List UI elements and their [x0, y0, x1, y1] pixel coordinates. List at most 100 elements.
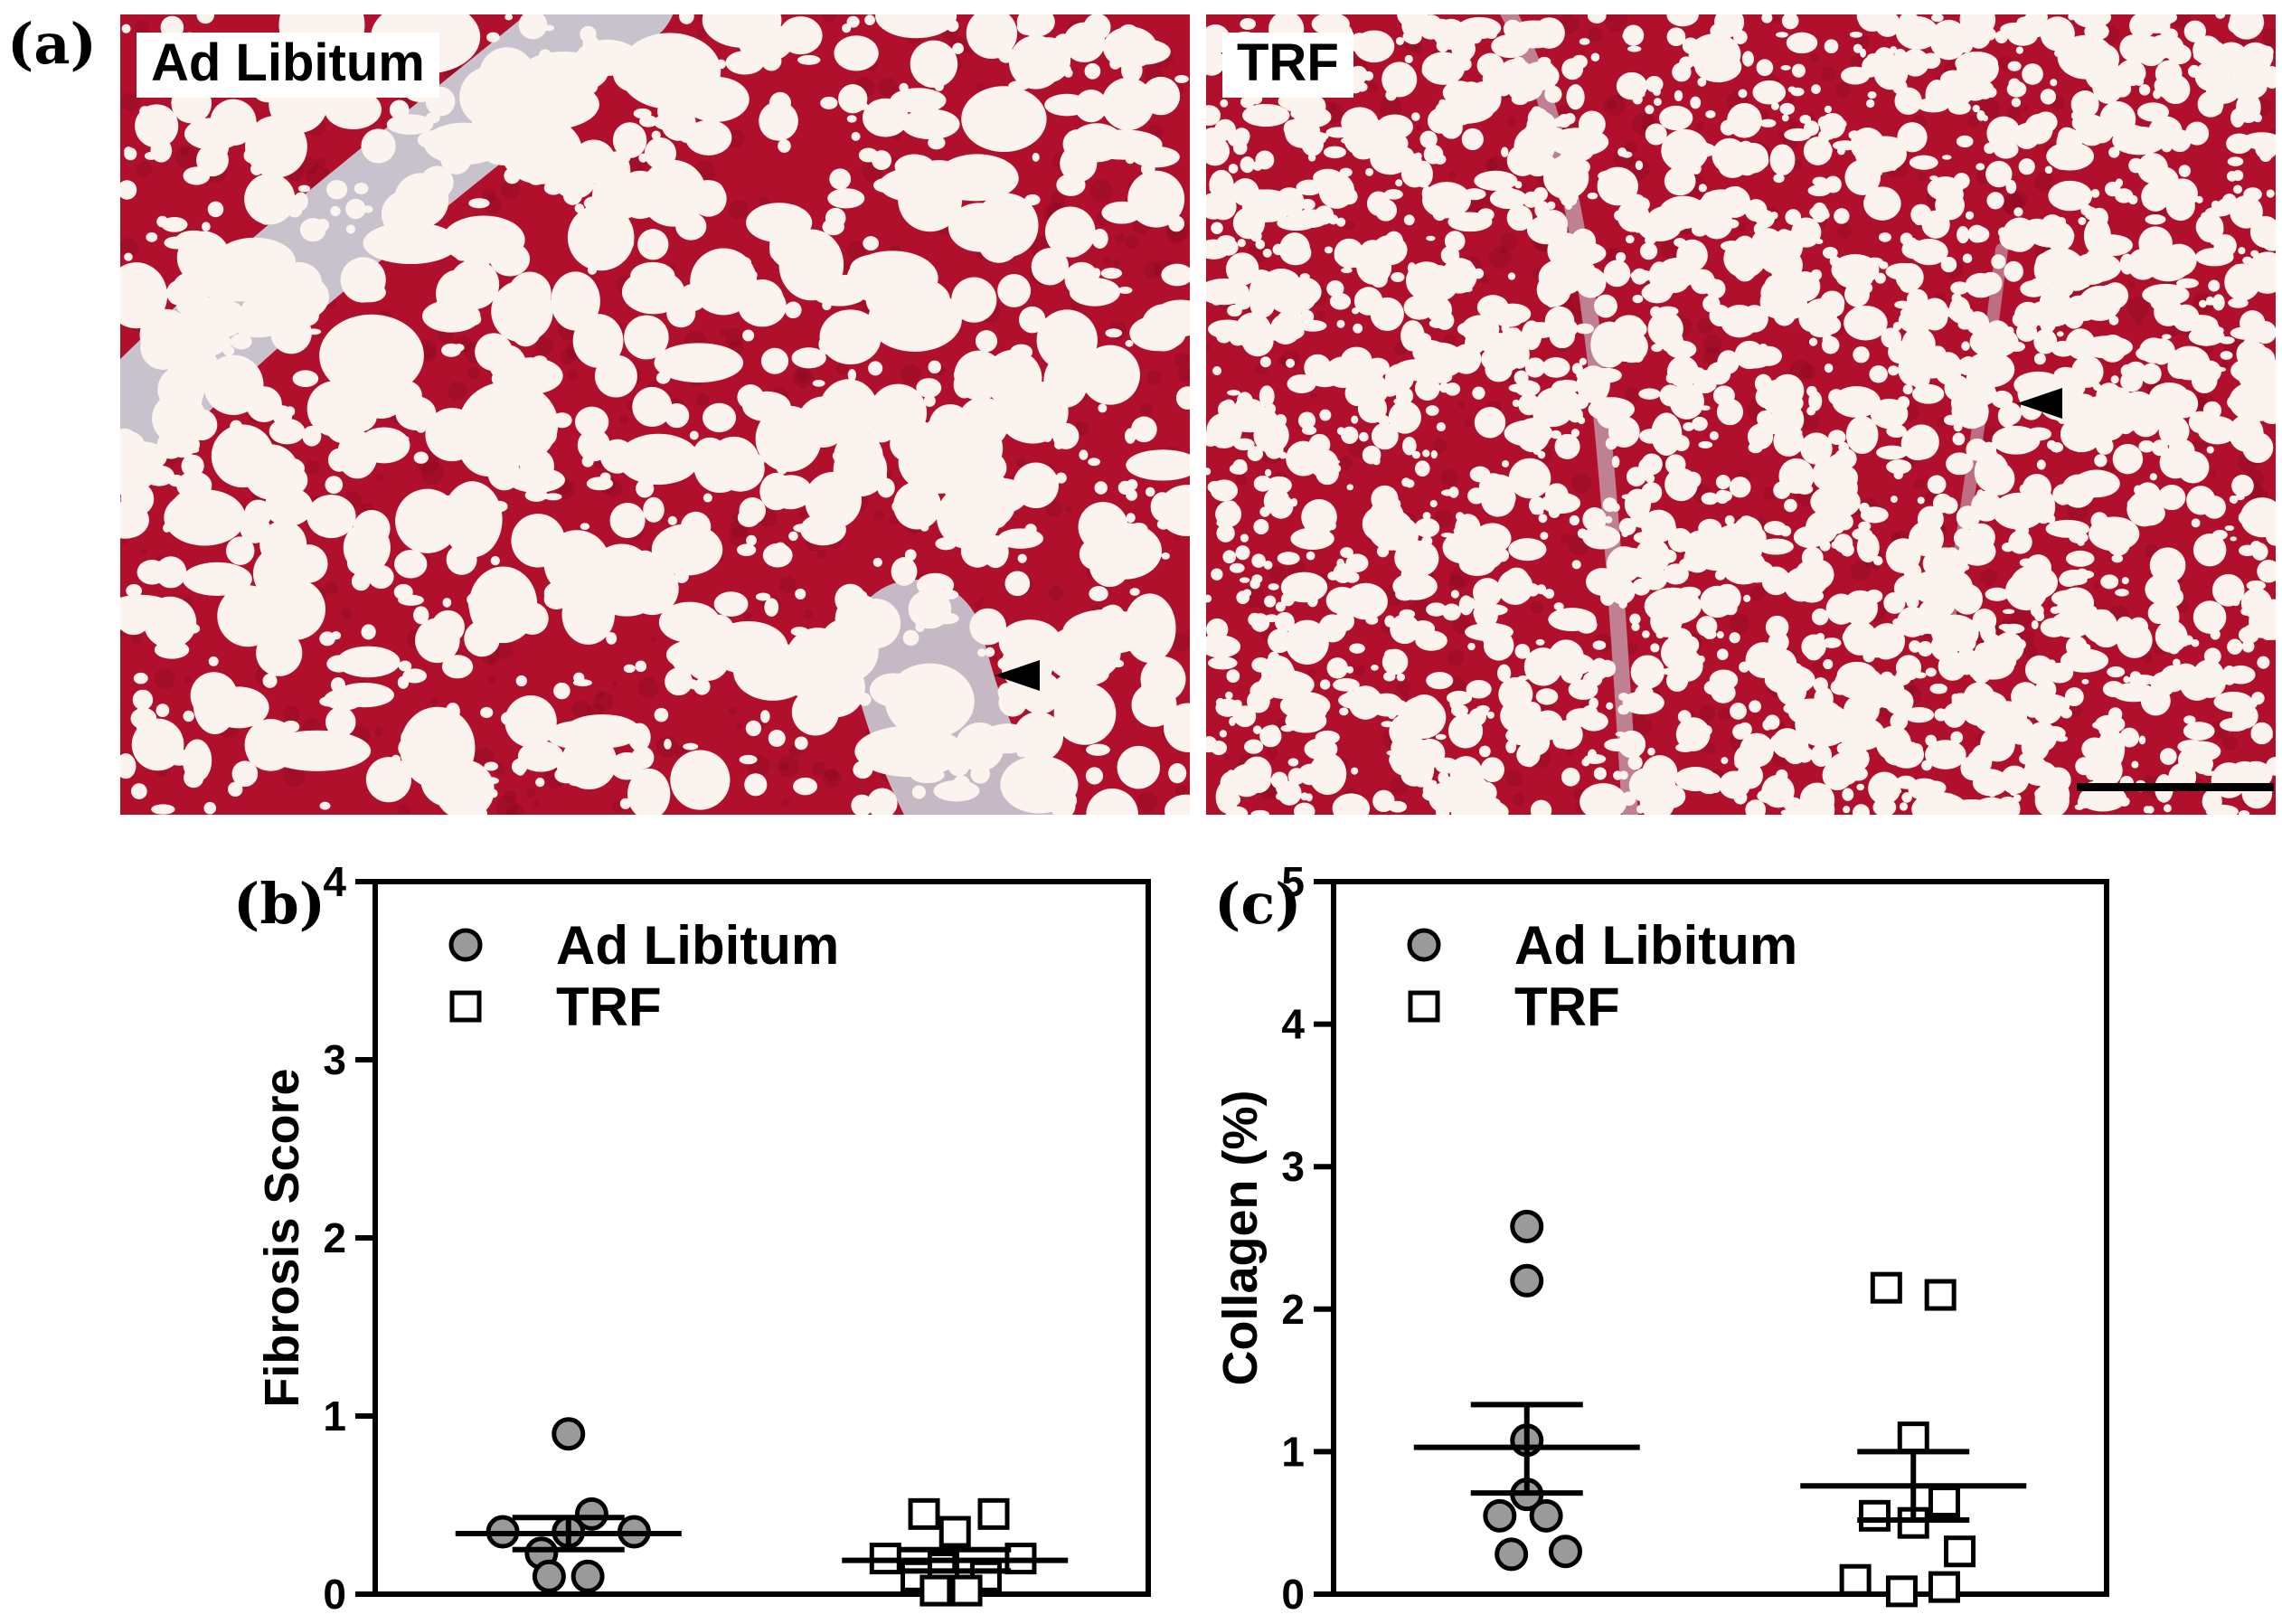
lipid-droplet	[146, 231, 158, 242]
lipid-droplet	[1473, 603, 1493, 623]
lipid-droplet	[1515, 418, 1551, 453]
lipid-droplet	[864, 14, 875, 25]
lipid-droplet	[1290, 497, 1298, 507]
lipid-droplet	[402, 668, 428, 684]
lipid-droplet	[401, 727, 421, 749]
tissue-dark-spot	[1174, 533, 1182, 542]
lipid-droplet	[1140, 656, 1186, 703]
lipid-droplet	[1993, 140, 2019, 159]
lipid-droplet	[1376, 114, 1413, 140]
lipid-droplet	[1365, 167, 1374, 176]
lipid-droplet	[627, 768, 671, 815]
lipid-droplet	[1759, 343, 1768, 354]
lipid-droplet	[2159, 665, 2187, 693]
tissue-dark-spot	[1103, 257, 1112, 265]
lipid-droplet	[2000, 765, 2030, 795]
lipid-droplet	[1103, 26, 1157, 69]
lipid-droplet	[1672, 62, 1692, 82]
lipid-droplet	[1917, 496, 1925, 505]
data-point	[1495, 1537, 1529, 1572]
lipid-droplet	[1299, 212, 1314, 228]
lipid-droplet	[969, 608, 1007, 646]
lipid-droplet	[768, 729, 786, 748]
tissue-dark-spot	[1409, 598, 1432, 621]
tissue-dark-spot	[397, 804, 411, 815]
lipid-droplet	[690, 180, 727, 217]
lipid-droplet	[1698, 440, 1713, 448]
lipid-droplet	[244, 174, 296, 225]
lipid-droplet	[1811, 84, 1821, 94]
lipid-droplet	[1253, 519, 1269, 535]
lipid-droplet	[1950, 731, 1964, 744]
lipid-droplet	[1481, 482, 1515, 517]
lipid-droplet	[1520, 61, 1560, 91]
tissue-dark-spot	[743, 611, 752, 621]
lipid-droplet	[1031, 248, 1070, 286]
lipid-droplet	[1898, 307, 1935, 334]
lipid-droplet	[717, 620, 726, 633]
lipid-droplet	[480, 706, 494, 718]
lipid-droplet	[262, 673, 278, 688]
micrograph-label-trf: TRF	[1222, 33, 1353, 98]
lipid-droplet	[1890, 496, 1898, 504]
lipid-droplet	[1579, 783, 1627, 815]
lipid-droplet	[1127, 170, 1185, 228]
lipid-droplet	[1836, 742, 1848, 754]
lipid-droplet	[898, 431, 978, 494]
lipid-droplet	[1824, 364, 1834, 373]
lipid-droplet	[1069, 278, 1120, 307]
tissue-dark-spot	[729, 526, 750, 548]
lipid-droplet	[1371, 422, 1399, 450]
tissue-dark-spot	[901, 364, 921, 384]
lipid-droplet	[151, 804, 175, 815]
y-axis-title: Collagen (%)	[1213, 1090, 1268, 1385]
lipid-droplet	[2004, 260, 2023, 282]
lipid-droplet	[1910, 237, 1918, 246]
lipid-droplet	[2047, 439, 2057, 450]
panel-a-letter: (a)	[7, 11, 97, 77]
lipid-droplet	[220, 336, 232, 348]
lipid-droplet	[1388, 401, 1421, 434]
tissue-dark-spot	[1447, 649, 1465, 666]
lipid-droplet	[389, 99, 410, 120]
lipid-droplet	[353, 282, 386, 303]
lipid-droplet	[1730, 703, 1747, 720]
lipid-droplet	[1617, 147, 1627, 157]
lipid-droplet	[1168, 763, 1187, 784]
lipid-droplet	[1630, 655, 1664, 689]
lipid-droplet	[1126, 449, 1190, 481]
lipid-droplet	[1874, 272, 1886, 284]
lipid-droplet	[553, 682, 570, 700]
lipid-droplet	[1032, 408, 1050, 425]
tissue-dark-spot	[1729, 613, 1750, 634]
lipid-droplet	[1438, 771, 1449, 785]
lipid-droplet	[1260, 671, 1278, 689]
tissue-dark-spot	[1607, 99, 1617, 110]
lipid-droplet	[1608, 416, 1640, 448]
scale-bar	[2077, 783, 2274, 791]
lipid-droplet	[1814, 465, 1825, 476]
lipid-droplet	[1770, 373, 1805, 408]
lipid-droplet	[599, 472, 611, 483]
lipid-droplet	[1550, 430, 1561, 439]
data-point	[1870, 1271, 1902, 1304]
tissue-dark-spot	[1835, 81, 1852, 98]
lipid-droplet	[928, 360, 941, 374]
lipid-droplet	[156, 703, 170, 718]
tissue-dark-spot	[1625, 140, 1637, 153]
lipid-droplet	[1675, 742, 1695, 752]
lipid-droplet	[1553, 602, 1564, 611]
tissue-dark-spot	[1402, 694, 1410, 700]
tissue-dark-spot	[505, 803, 524, 815]
lipid-droplet	[211, 424, 275, 488]
lipid-droplet	[2117, 622, 2153, 658]
lipid-droplet	[1466, 80, 1502, 116]
lipid-droplet	[612, 122, 647, 159]
lipid-droplet	[1781, 114, 1789, 122]
lipid-droplet	[532, 355, 548, 366]
lipid-droplet	[358, 427, 410, 464]
lipid-droplet	[1449, 696, 1464, 711]
lipid-droplet	[850, 599, 901, 649]
lipid-droplet	[679, 14, 694, 24]
